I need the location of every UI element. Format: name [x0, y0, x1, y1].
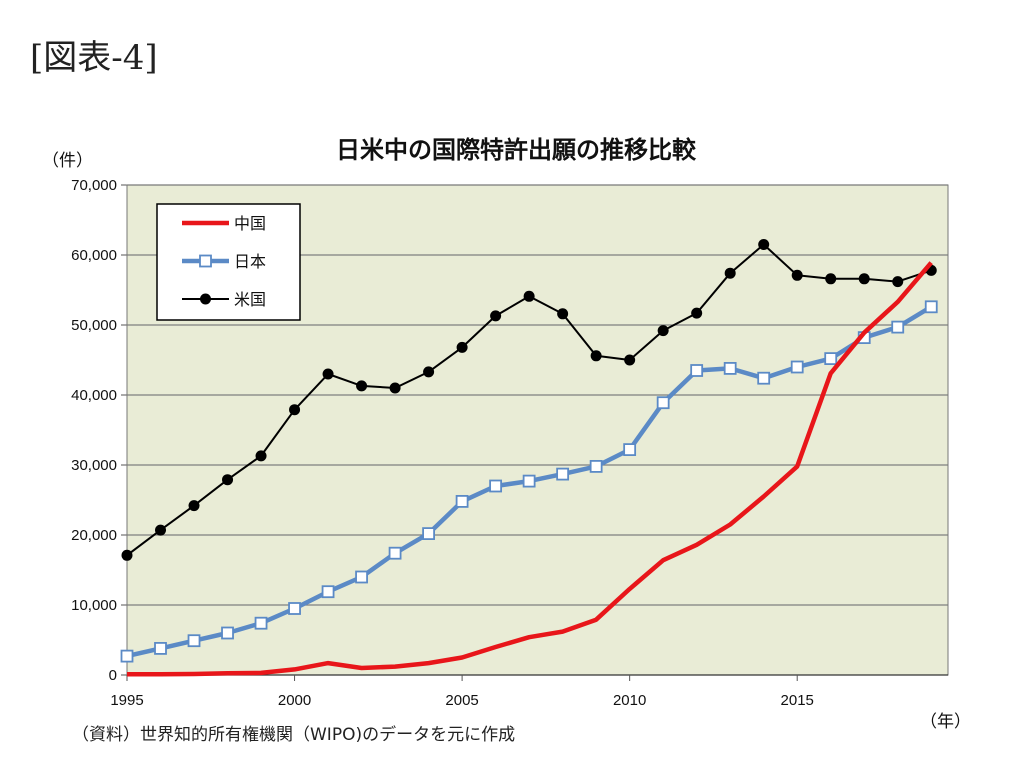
data-point-usa: [289, 404, 301, 416]
x-tick-label: 2005: [445, 692, 478, 709]
y-tick-label: 40,000: [71, 387, 117, 404]
source-note: （資料）世界知的所有権機関（WIPO)のデータを元に作成: [72, 725, 516, 745]
data-point-usa: [155, 524, 167, 536]
data-point-japan: [757, 371, 771, 385]
x-tick-label: 2010: [613, 692, 646, 709]
data-point-usa: [691, 307, 703, 319]
y-tick-label: 20,000: [71, 527, 117, 544]
legend-label-usa: 米国: [234, 290, 266, 309]
data-point-japan: [254, 616, 268, 630]
x-axis-unit-label: （年）: [920, 712, 971, 732]
data-point-usa: [188, 500, 200, 512]
data-point-japan: [120, 649, 134, 663]
data-point-japan: [388, 546, 402, 560]
legend-marker-usa: [200, 293, 211, 305]
data-point-usa: [356, 380, 368, 392]
data-point-usa: [255, 450, 267, 462]
x-tick-label: 2015: [781, 692, 814, 709]
data-point-usa: [423, 366, 435, 378]
data-point-japan: [623, 443, 637, 457]
data-point-usa: [791, 269, 803, 281]
data-point-usa: [523, 290, 535, 302]
data-point-japan: [924, 300, 938, 314]
legend-marker-japan: [199, 254, 212, 268]
x-tick-label: 2000: [278, 692, 311, 709]
data-point-japan: [489, 479, 503, 493]
y-axis-unit-label: （件）: [42, 151, 93, 171]
y-tick-label: 0: [109, 667, 117, 684]
y-tick-label: 70,000: [71, 177, 117, 194]
data-point-usa: [121, 549, 133, 561]
data-point-japan: [723, 361, 737, 375]
data-point-usa: [858, 273, 870, 285]
data-point-usa: [758, 239, 770, 250]
data-point-japan: [690, 364, 704, 377]
data-point-japan: [790, 360, 804, 374]
x-tick-label: 1995: [110, 692, 143, 709]
data-point-usa: [557, 308, 569, 320]
legend-label-china: 中国: [234, 214, 266, 233]
data-point-japan: [522, 474, 536, 488]
legend-label-japan: 日本: [234, 252, 266, 271]
data-point-japan: [455, 494, 469, 508]
data-point-usa: [490, 310, 502, 322]
figure-label: [図表-4]: [30, 38, 158, 78]
series-line-china: [127, 261, 933, 677]
data-point-usa: [892, 276, 904, 288]
data-point-usa: [590, 350, 602, 362]
data-point-japan: [824, 352, 838, 366]
data-point-japan: [154, 642, 167, 655]
data-point-japan: [288, 602, 301, 615]
data-point-japan: [656, 396, 670, 410]
data-point-usa: [322, 368, 334, 380]
chart-title: 日米中の国際特許出願の推移比較: [336, 136, 696, 164]
data-point-japan: [556, 467, 570, 481]
data-point-usa: [724, 267, 736, 279]
y-tick-label: 60,000: [71, 247, 117, 264]
data-point-usa: [624, 354, 636, 366]
data-point-japan: [355, 570, 368, 584]
y-tick-label: 10,000: [71, 597, 117, 614]
data-point-japan: [221, 626, 234, 640]
data-point-japan: [422, 527, 435, 540]
data-point-usa: [389, 382, 401, 394]
data-point-japan: [321, 585, 335, 599]
data-point-japan: [589, 459, 603, 473]
data-point-japan: [187, 634, 201, 648]
y-tick-label: 50,000: [71, 317, 117, 334]
data-point-japan: [891, 320, 905, 334]
data-point-usa: [456, 341, 468, 353]
data-point-usa: [222, 474, 234, 486]
y-tick-label: 30,000: [71, 457, 117, 474]
data-point-usa: [825, 273, 837, 285]
data-point-usa: [657, 325, 669, 337]
